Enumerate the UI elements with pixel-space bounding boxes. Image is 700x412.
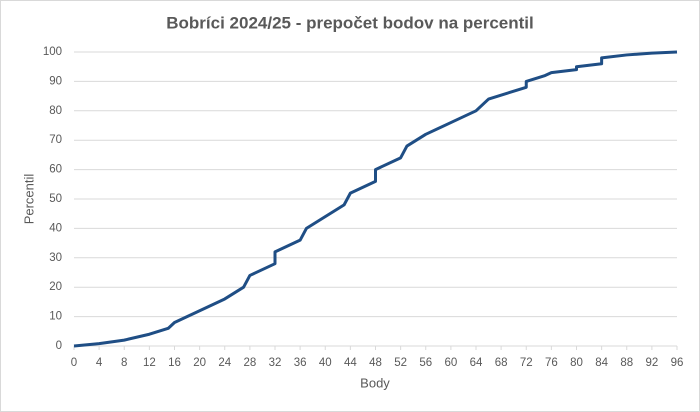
x-tick-label: 92 xyxy=(645,357,658,369)
x-tick-label: 40 xyxy=(319,357,332,369)
x-tick-label: 28 xyxy=(243,357,256,369)
y-tick-label: 20 xyxy=(49,281,62,293)
x-tick-label: 52 xyxy=(394,357,407,369)
x-tick-label: 36 xyxy=(294,357,307,369)
x-tick-label: 84 xyxy=(595,357,608,369)
y-tick-label: 80 xyxy=(49,105,62,117)
y-tick-label: 10 xyxy=(49,311,62,323)
x-tick-label: 64 xyxy=(470,357,483,369)
data-line xyxy=(73,50,678,348)
y-tick-label: 0 xyxy=(56,340,62,352)
x-tick-label: 44 xyxy=(344,357,357,369)
x-tick-label: 48 xyxy=(369,357,382,369)
x-tick-label: 0 xyxy=(71,357,77,369)
x-tick-label: 88 xyxy=(620,357,633,369)
x-tick-label: 76 xyxy=(545,357,558,369)
x-tick-label: 80 xyxy=(570,357,583,369)
y-axis-title: Percentil xyxy=(21,174,36,225)
x-tick-label: 72 xyxy=(520,357,533,369)
chart-title: Bobríci 2024/25 - prepočet bodov na perc… xyxy=(166,13,534,32)
x-tick-label: 96 xyxy=(671,357,684,369)
x-tick-label: 32 xyxy=(269,357,282,369)
x-tick-label: 68 xyxy=(495,357,508,369)
x-tick-label: 20 xyxy=(193,357,206,369)
x-tick-label: 16 xyxy=(168,357,181,369)
y-tick-label: 50 xyxy=(49,193,62,205)
x-tick-label: 4 xyxy=(96,357,103,369)
y-tick-label: 40 xyxy=(49,222,62,234)
x-tick-label: 24 xyxy=(218,357,231,369)
x-tick-label: 60 xyxy=(444,357,457,369)
y-tick-label: 60 xyxy=(49,164,62,176)
y-tick-label: 90 xyxy=(49,75,62,87)
y-tick-label: 70 xyxy=(49,134,62,146)
x-tick-label: 56 xyxy=(419,357,432,369)
y-tick-label: 100 xyxy=(43,46,62,58)
x-tick-label: 8 xyxy=(121,357,127,369)
x-tick-label: 12 xyxy=(143,357,156,369)
x-axis-title: Body xyxy=(360,375,390,390)
y-tick-label: 30 xyxy=(49,252,62,264)
